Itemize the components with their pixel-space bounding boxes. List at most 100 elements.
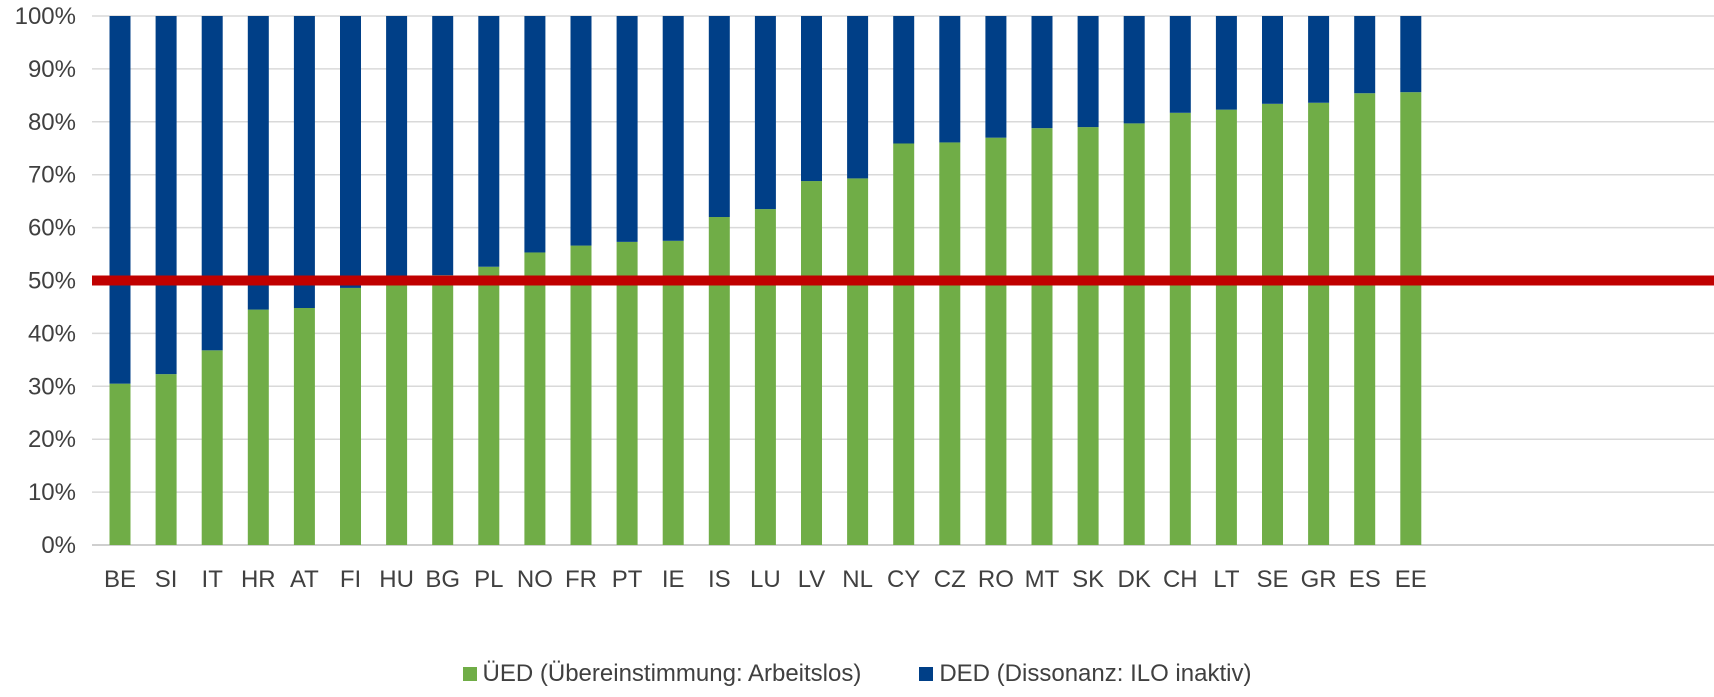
- y-tick-label: 80%: [28, 109, 76, 136]
- x-axis-labels: BE SI IT HR AT FI HU BG PL NO FR PT IE IS LU LV NL CY CZ RO…: [104, 566, 1427, 593]
- bar-segment-ued: [1354, 93, 1376, 545]
- bar-segment-ued: [847, 178, 869, 545]
- bar-segment-ded: [1215, 16, 1237, 110]
- stacked-bar-chart: 0% 10% 20% 30% 40% 50% 60% 70% 80% 90% 100% BE SI IT…: [15, 3, 1714, 593]
- legend-label-ued: ÜED (Übereinstimmung: Arbeitslos): [482, 660, 862, 687]
- x-tick-label: ES: [1349, 566, 1381, 593]
- bar-segment-ded: [293, 16, 315, 309]
- bar-segment-ued: [1262, 103, 1283, 546]
- bar-segment-ued: [109, 383, 131, 545]
- x-tick-label: BE: [104, 566, 136, 593]
- bar-segment-ded: [1031, 16, 1053, 129]
- x-tick-label: CY: [887, 566, 920, 593]
- x-tick-label: DK: [1118, 566, 1151, 593]
- x-tick-label: FR: [565, 566, 597, 593]
- bar-segment-ued: [801, 181, 822, 545]
- bar-segment-ded: [247, 16, 269, 310]
- bar-segment-ded: [754, 16, 776, 210]
- x-tick-label: SK: [1072, 566, 1104, 593]
- legend-swatch-ded: [919, 667, 934, 681]
- y-axis-ticks: 0% 10% 20% 30% 40% 50% 60% 70% 80% 90% 100%: [15, 3, 76, 559]
- bar-segment-ued: [754, 209, 776, 545]
- x-tick-label: MT: [1025, 566, 1060, 593]
- bar-segment-ded: [1308, 16, 1330, 103]
- x-tick-label: LT: [1213, 566, 1240, 593]
- bar-segment-ued: [939, 142, 961, 545]
- bar-segment-ued: [247, 309, 269, 545]
- bar-segment-ded: [662, 16, 684, 241]
- bar-segment-ued: [985, 137, 1007, 546]
- bar-segment-ued: [570, 245, 592, 545]
- bar-segment-ued: [478, 266, 500, 545]
- bar-segment-ded: [109, 16, 131, 384]
- bar-segment-ued: [386, 279, 408, 545]
- bar-segment-ded: [201, 16, 223, 351]
- bar-segment-ued: [662, 240, 684, 545]
- x-tick-label: IE: [662, 566, 685, 593]
- bar-segment-ded: [155, 16, 177, 375]
- bar-segment-ded: [939, 16, 961, 143]
- bar-segment-ued: [340, 287, 361, 545]
- bar-segment-ded: [478, 16, 500, 267]
- x-tick-label: SE: [1256, 566, 1288, 593]
- bar-segment-ded: [386, 16, 408, 280]
- x-tick-label: NL: [842, 566, 873, 593]
- x-tick-label: PL: [474, 566, 503, 593]
- x-tick-label: CZ: [934, 566, 966, 593]
- y-tick-label: 10%: [28, 479, 76, 506]
- bar-segment-ded: [847, 16, 869, 179]
- bar-segment-ded: [432, 16, 454, 276]
- x-tick-label: FI: [340, 566, 361, 593]
- bar-segment-ued: [293, 308, 315, 545]
- bar-segment-ued: [1169, 112, 1191, 545]
- x-tick-label: CH: [1163, 566, 1198, 593]
- bar-segment-ued: [708, 217, 730, 545]
- legend-label-ded: DED (Dissonanz: ILO inaktiv): [939, 660, 1252, 687]
- bar-segment-ued: [1215, 109, 1237, 546]
- bar-segment-ded: [1354, 16, 1376, 94]
- y-tick-label: 30%: [28, 373, 76, 400]
- x-tick-label: LU: [750, 566, 781, 593]
- x-tick-label: LV: [798, 566, 826, 593]
- bar-segment-ued: [201, 350, 223, 545]
- bar-segment-ded: [616, 16, 638, 242]
- bar-segment-ued: [1400, 92, 1422, 546]
- bar-segment-ded: [570, 16, 592, 246]
- bar-segment-ued: [432, 275, 454, 545]
- legend-item-ded: DED (Dissonanz: ILO inaktiv): [919, 660, 1251, 688]
- bar-segment-ded: [1262, 16, 1283, 104]
- legend-swatch-ued: [462, 667, 477, 681]
- legend-item-ued: ÜED (Übereinstimmung: Arbeitslos): [462, 660, 862, 688]
- bar-segment-ued: [1031, 128, 1053, 545]
- bar-segment-ded: [1077, 16, 1099, 128]
- x-tick-label: HU: [379, 566, 414, 593]
- y-tick-label: 100%: [15, 3, 76, 30]
- bar-segment-ued: [1123, 123, 1145, 546]
- y-tick-label: 0%: [41, 532, 76, 559]
- bar-segment-ded: [708, 16, 730, 218]
- y-tick-label: 50%: [28, 268, 76, 295]
- x-tick-label: IS: [708, 566, 731, 593]
- x-tick-label: RO: [978, 566, 1014, 593]
- bar-segment-ued: [524, 252, 546, 545]
- bar-segment-ded: [893, 16, 915, 144]
- x-tick-label: BG: [425, 566, 460, 593]
- bar-segment-ded: [985, 16, 1007, 138]
- bar-segment-ued: [616, 241, 638, 545]
- bar-segment-ued: [1308, 102, 1330, 546]
- bar-segment-ued: [155, 374, 177, 545]
- bar-segment-ded: [524, 16, 546, 253]
- x-tick-label: NO: [517, 566, 553, 593]
- x-tick-label: HR: [241, 566, 276, 593]
- x-tick-label: EE: [1395, 566, 1427, 593]
- y-tick-label: 90%: [28, 56, 76, 83]
- y-tick-label: 70%: [28, 162, 76, 189]
- legend: ÜED (Übereinstimmung: Arbeitslos) DED (D…: [0, 660, 1714, 688]
- bar-segment-ded: [801, 16, 822, 182]
- y-tick-label: 60%: [28, 215, 76, 242]
- bar-segment-ded: [1169, 16, 1191, 113]
- x-tick-label: IT: [202, 566, 224, 593]
- x-tick-label: PT: [612, 566, 643, 593]
- bars: [109, 16, 1422, 546]
- x-tick-label: AT: [290, 566, 319, 593]
